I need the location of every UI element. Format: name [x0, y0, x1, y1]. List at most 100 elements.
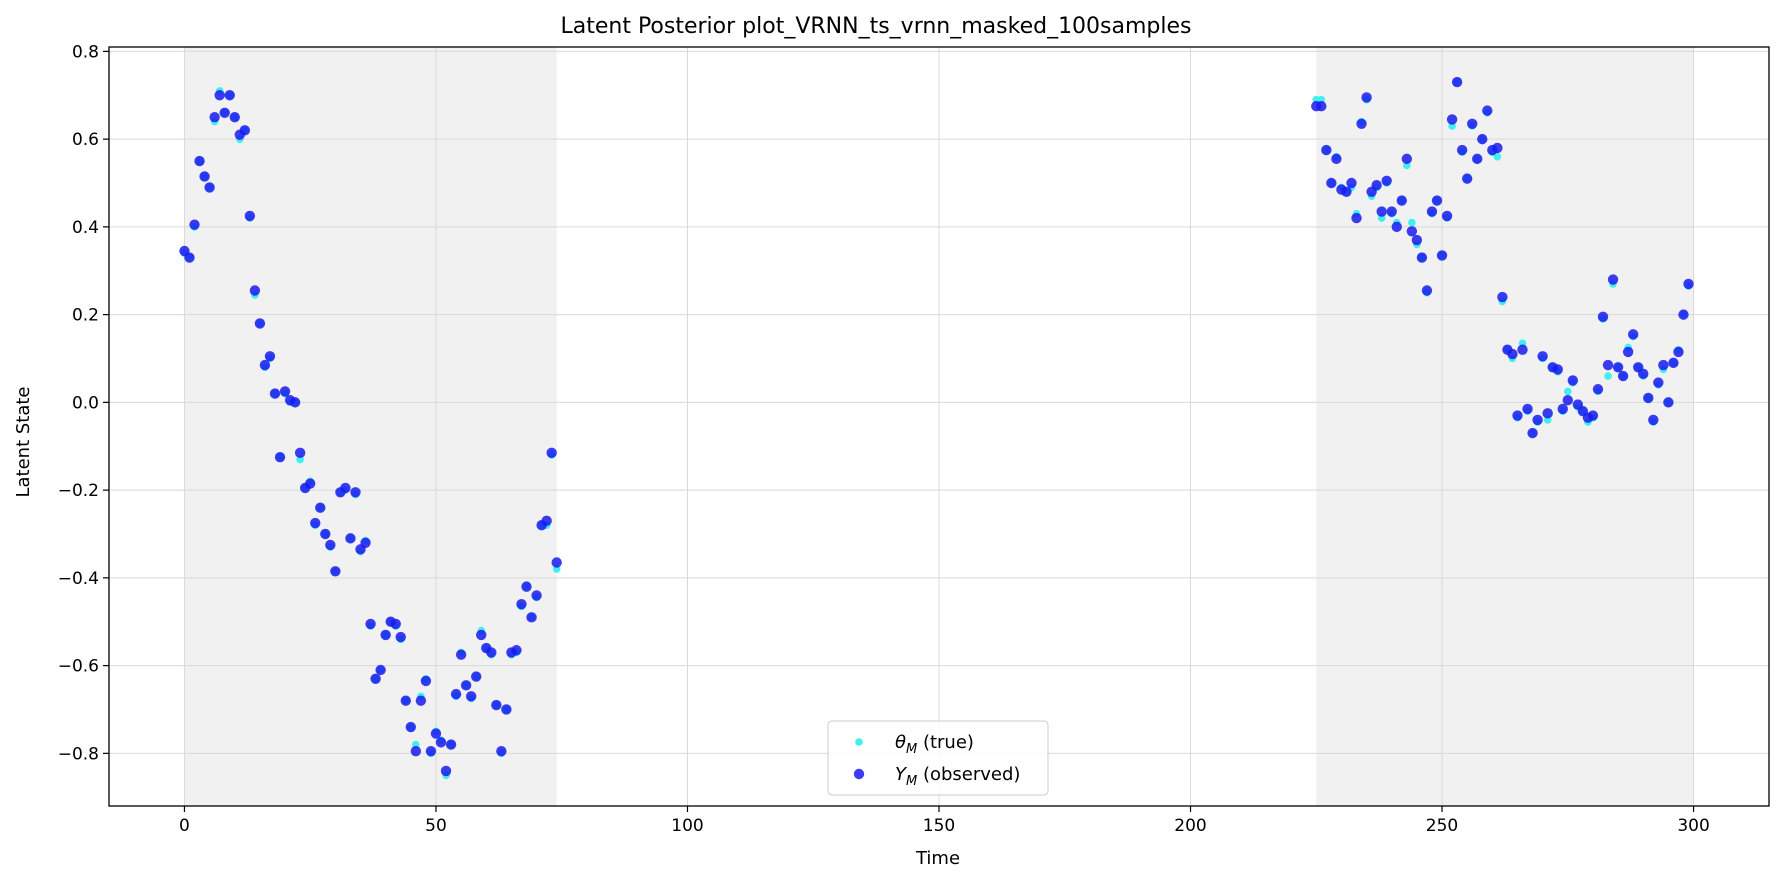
point-observed	[249, 285, 261, 296]
point-observed	[445, 739, 457, 750]
point-observed	[1411, 234, 1423, 246]
point-observed	[365, 618, 376, 630]
point-observed	[486, 647, 497, 658]
point-observed	[1592, 384, 1604, 395]
x-tick-label: 300	[1677, 816, 1709, 836]
point-observed	[1497, 291, 1508, 303]
point-observed	[491, 699, 502, 711]
point-observed	[264, 351, 276, 362]
point-observed	[325, 539, 336, 551]
shaded-region	[1316, 47, 1694, 806]
point-observed	[430, 728, 442, 739]
point-observed	[375, 664, 386, 676]
x-axis-label: Time	[915, 848, 960, 869]
point-observed	[294, 447, 306, 459]
point-observed	[350, 487, 361, 498]
point-observed	[1532, 414, 1543, 426]
point-observed	[1527, 427, 1538, 439]
x-tick-label: 100	[671, 816, 703, 836]
y-axis-ticks: −0.8 −0.6 −0.4 −0.2 0.0 0.2 0.4 0.6 0.8	[58, 42, 109, 764]
y-axis-label: Latent State	[13, 386, 34, 497]
point-observed	[450, 688, 462, 700]
point-observed	[209, 111, 220, 123]
point-observed	[1321, 144, 1332, 156]
point-observed	[1567, 375, 1579, 386]
point-observed	[259, 359, 271, 371]
point-observed	[279, 386, 291, 397]
x-tick-label: 200	[1174, 816, 1206, 836]
point-observed	[274, 452, 286, 463]
point-true	[1604, 372, 1612, 380]
point-observed	[1512, 410, 1523, 421]
point-observed	[1658, 359, 1669, 371]
point-observed	[496, 745, 507, 757]
y-tick-label: −0.8	[58, 744, 99, 764]
point-observed	[425, 745, 437, 757]
point-observed	[455, 649, 467, 660]
point-observed	[1522, 403, 1533, 415]
point-observed	[1552, 364, 1563, 375]
point-observed	[1351, 212, 1362, 224]
point-observed	[239, 125, 251, 136]
point-observed	[400, 695, 411, 706]
point-observed	[1673, 346, 1684, 358]
point-observed	[1341, 186, 1352, 197]
point-true	[1493, 152, 1502, 161]
point-observed	[1587, 410, 1599, 421]
point-observed	[1537, 351, 1548, 362]
point-observed	[380, 629, 391, 641]
point-observed	[1406, 226, 1418, 237]
point-observed	[1492, 142, 1503, 154]
point-observed	[531, 590, 542, 601]
point-observed	[204, 182, 215, 193]
point-true	[1408, 218, 1416, 227]
point-observed	[1331, 153, 1342, 165]
y-tick-label: 0.0	[72, 393, 99, 413]
point-observed	[1431, 195, 1443, 206]
point-observed	[551, 557, 562, 568]
chart-title: Latent Posterior plot_VRNN_ts_vrnn_maske…	[560, 14, 1191, 39]
point-observed	[1517, 344, 1528, 355]
point-observed	[546, 447, 557, 459]
point-observed	[1356, 118, 1367, 129]
point-observed	[420, 675, 432, 687]
point-observed	[1326, 177, 1337, 189]
point-observed	[214, 90, 225, 101]
point-observed	[345, 533, 356, 544]
x-axis-ticks: 0 50 100 150 200 250 300	[179, 806, 1710, 836]
y-tick-label: 0.6	[72, 130, 99, 150]
legend: θM (true) YM (observed)	[827, 720, 1049, 796]
point-observed	[1542, 408, 1553, 419]
point-observed	[465, 691, 477, 702]
point-observed	[1562, 394, 1573, 406]
point-observed	[1678, 309, 1689, 320]
point-observed	[330, 566, 341, 577]
point-observed	[1467, 118, 1478, 129]
point-observed	[415, 695, 427, 706]
x-tick-label: 0	[179, 816, 190, 836]
point-observed	[1426, 206, 1438, 217]
point-observed	[224, 90, 235, 101]
point-true	[1563, 387, 1572, 396]
y-tick-label: −0.2	[58, 481, 99, 501]
point-observed	[476, 629, 487, 641]
point-observed	[360, 537, 371, 548]
point-observed	[1638, 368, 1649, 380]
point-observed	[1597, 311, 1609, 323]
point-observed	[229, 111, 240, 123]
point-observed	[390, 618, 401, 630]
point-observed	[320, 528, 331, 540]
point-observed	[471, 671, 482, 682]
point-observed	[1371, 179, 1382, 191]
y-tick-label: −0.6	[58, 657, 99, 677]
legend-box	[827, 720, 1049, 796]
point-observed	[184, 252, 195, 263]
point-observed	[1482, 105, 1493, 116]
point-observed	[460, 680, 472, 691]
point-observed	[370, 673, 381, 684]
point-observed	[1507, 348, 1518, 360]
point-observed	[1416, 252, 1428, 263]
point-observed	[1607, 274, 1619, 285]
shaded-region	[184, 47, 557, 806]
point-observed	[1461, 173, 1473, 184]
